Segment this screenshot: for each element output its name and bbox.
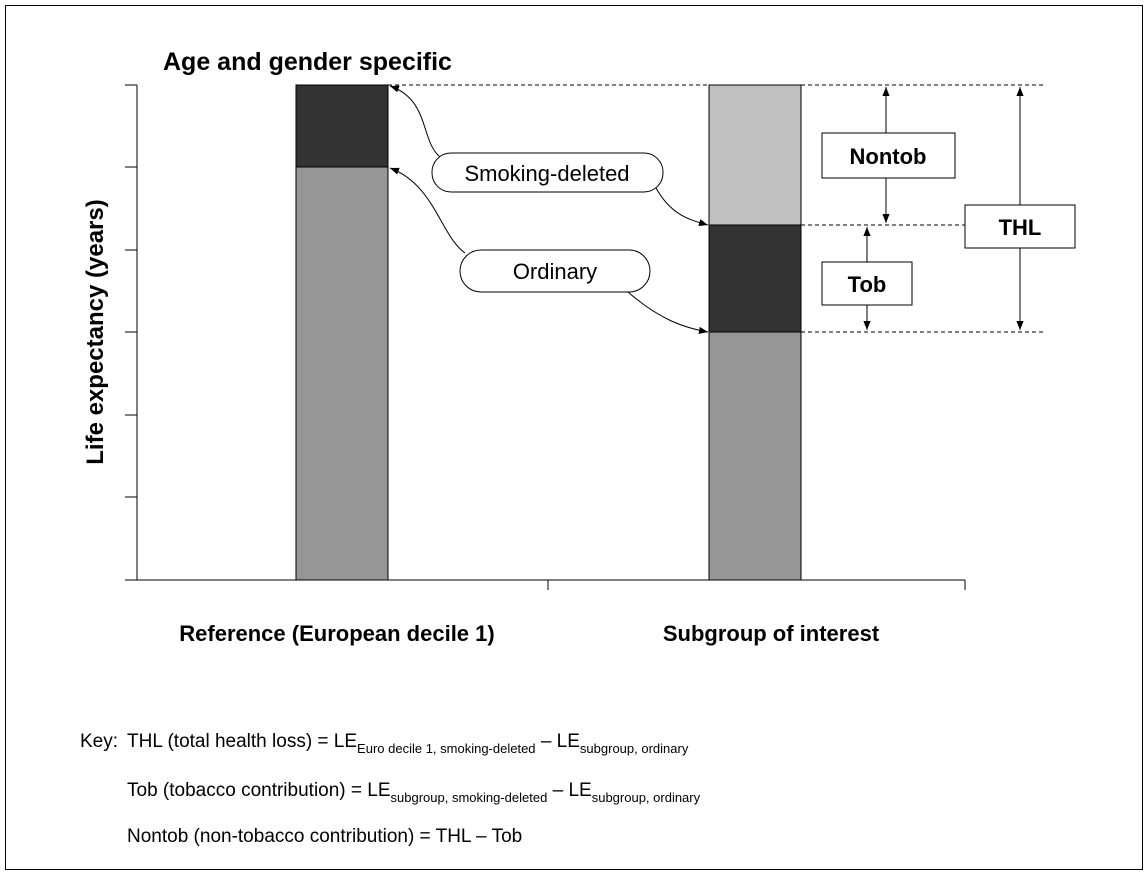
y-axis-label: Life expectancy (years): [82, 199, 109, 464]
key-text: THL (total health loss) = LE: [127, 731, 357, 752]
key-line: THL (total health loss) = LEEuro decile …: [127, 731, 689, 756]
dashed-guides: [388, 84, 1045, 333]
axes: [125, 84, 966, 590]
callout-box: [459, 249, 651, 293]
bars: [295, 84, 802, 581]
title: Age and gender specific: [163, 48, 452, 76]
bracket-box: [821, 261, 913, 306]
key-sub: subgroup, ordinary: [580, 741, 689, 756]
callout-arrows: [389, 85, 709, 335]
key-label: Key:: [80, 731, 118, 752]
bracket-label: THL: [999, 215, 1042, 240]
callout-label: Ordinary: [513, 259, 597, 284]
key-sub: subgroup, smoking-deleted: [391, 790, 548, 805]
x-category-label: Subgroup of interest: [663, 621, 880, 646]
bracket-label: Tob: [848, 272, 887, 297]
callout-box: [431, 152, 664, 193]
x-category-label: Reference (European decile 1): [179, 621, 494, 646]
key-line: Tob (tobacco contribution) = LEsubgroup,…: [127, 780, 701, 805]
key-text: Tob (tobacco contribution) = LE: [127, 780, 391, 801]
key-text: – LE: [547, 780, 591, 801]
bracket-label: Nontob: [850, 144, 927, 169]
key-sub: Euro decile 1, smoking-deleted: [357, 741, 536, 756]
bracket-box: [821, 132, 956, 179]
callout-label: Smoking-deleted: [464, 161, 629, 186]
bracket-box: [964, 204, 1076, 249]
key-line: Nontob (non-tobacco contribution) = THL …: [127, 826, 522, 847]
key-text: – LE: [536, 731, 580, 752]
key-sub: subgroup, ordinary: [592, 790, 701, 805]
